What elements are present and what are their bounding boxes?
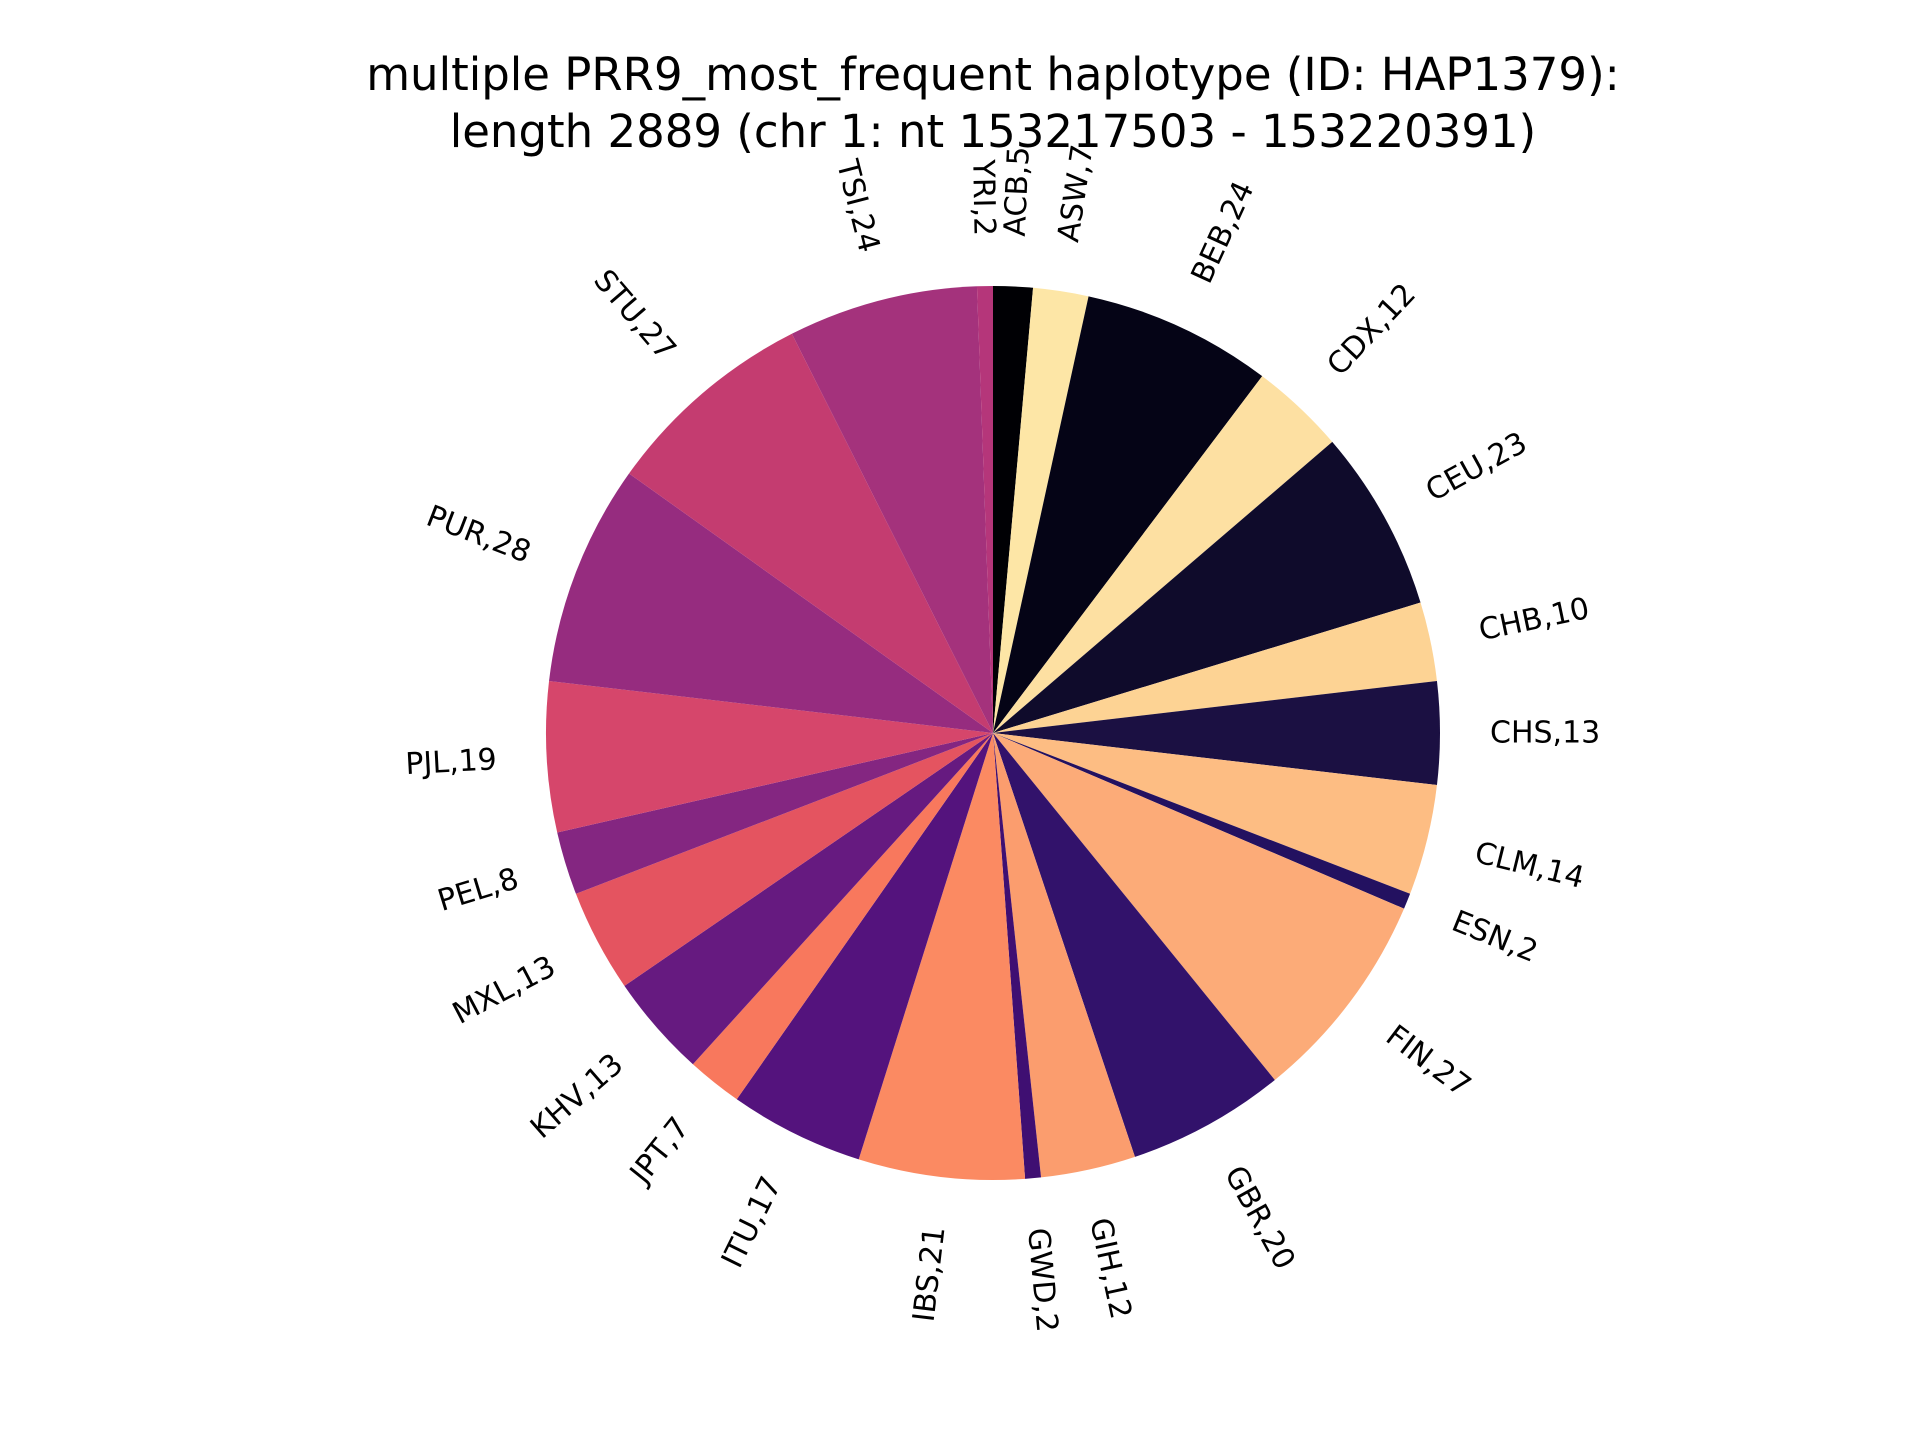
pie-slice-yri bbox=[976, 286, 993, 733]
pie-slice-ceu bbox=[993, 441, 1421, 733]
pie-slice-chb bbox=[993, 602, 1437, 733]
pie-slice-chs bbox=[993, 680, 1440, 786]
slice-label-pjl: PJL,19 bbox=[405, 742, 498, 782]
pie-slices bbox=[546, 286, 1440, 1181]
slice-label-chb: CHB,10 bbox=[1476, 591, 1593, 648]
slice-label-cdx: CDX,12 bbox=[1320, 277, 1422, 383]
pie-slice-tsi bbox=[791, 286, 993, 733]
pie-slice-esn bbox=[993, 733, 1411, 909]
slice-label-ibs: IBS,21 bbox=[907, 1225, 953, 1324]
pie-slice-ibs bbox=[858, 733, 1026, 1181]
chart-title-line-2: length 2889 (chr 1: nt 153217503 - 15322… bbox=[450, 105, 1537, 158]
chart-title: multiple PRR9_most_frequent haplotype (I… bbox=[366, 48, 1620, 158]
slice-label-gih: GIH,12 bbox=[1082, 1215, 1138, 1322]
slice-label-acb: ACB,5 bbox=[998, 146, 1037, 238]
slice-label-beb: BEB,24 bbox=[1185, 176, 1262, 289]
pie-slice-gwd bbox=[993, 733, 1042, 1179]
slice-label-chs: CHS,13 bbox=[1490, 716, 1600, 751]
pie-slice-itu bbox=[736, 733, 993, 1160]
pie-slice-clm bbox=[993, 733, 1437, 894]
pie-slice-gih bbox=[993, 733, 1135, 1178]
pie-slice-jpt bbox=[692, 733, 993, 1100]
slice-label-clm: CLM,14 bbox=[1471, 835, 1587, 896]
slice-label-fin: FIN,27 bbox=[1379, 1018, 1477, 1104]
pie-slice-khv bbox=[624, 733, 993, 1065]
slice-label-mxl: MXL,13 bbox=[447, 949, 561, 1032]
pie-slice-acb bbox=[993, 286, 1034, 733]
slice-label-pel: PEL,8 bbox=[434, 861, 523, 919]
pie-slice-pel bbox=[557, 733, 993, 894]
slice-label-ceu: CEU,23 bbox=[1420, 425, 1533, 508]
chart-title-line-1: multiple PRR9_most_frequent haplotype (I… bbox=[366, 48, 1620, 101]
slice-label-esn: ESN,2 bbox=[1447, 904, 1543, 970]
pie-slice-asw bbox=[993, 287, 1089, 733]
pie-slice-gbr bbox=[993, 733, 1275, 1157]
pie-slice-cdx bbox=[993, 376, 1333, 733]
slice-label-pur: PUR,28 bbox=[422, 499, 536, 571]
slice-label-gwd: GWD,2 bbox=[1020, 1226, 1064, 1333]
pie-slice-pur bbox=[549, 473, 993, 733]
slice-label-tsi: TSI,24 bbox=[829, 155, 887, 256]
pie-slice-mxl bbox=[575, 733, 993, 986]
pie-slice-pjl bbox=[546, 680, 993, 833]
slice-label-gbr: GBR,20 bbox=[1217, 1160, 1302, 1275]
pie-slice-beb bbox=[993, 296, 1263, 733]
pie-slice-fin bbox=[993, 733, 1405, 1080]
slice-label-khv: KHV,13 bbox=[524, 1047, 630, 1146]
slice-label-jpt: JPT,7 bbox=[622, 1111, 697, 1192]
slice-label-yri: YRI,2 bbox=[965, 158, 1001, 236]
slice-label-itu: ITU,17 bbox=[715, 1171, 789, 1273]
pie-slice-stu bbox=[629, 333, 993, 733]
slice-label-stu: STU,27 bbox=[586, 263, 682, 367]
